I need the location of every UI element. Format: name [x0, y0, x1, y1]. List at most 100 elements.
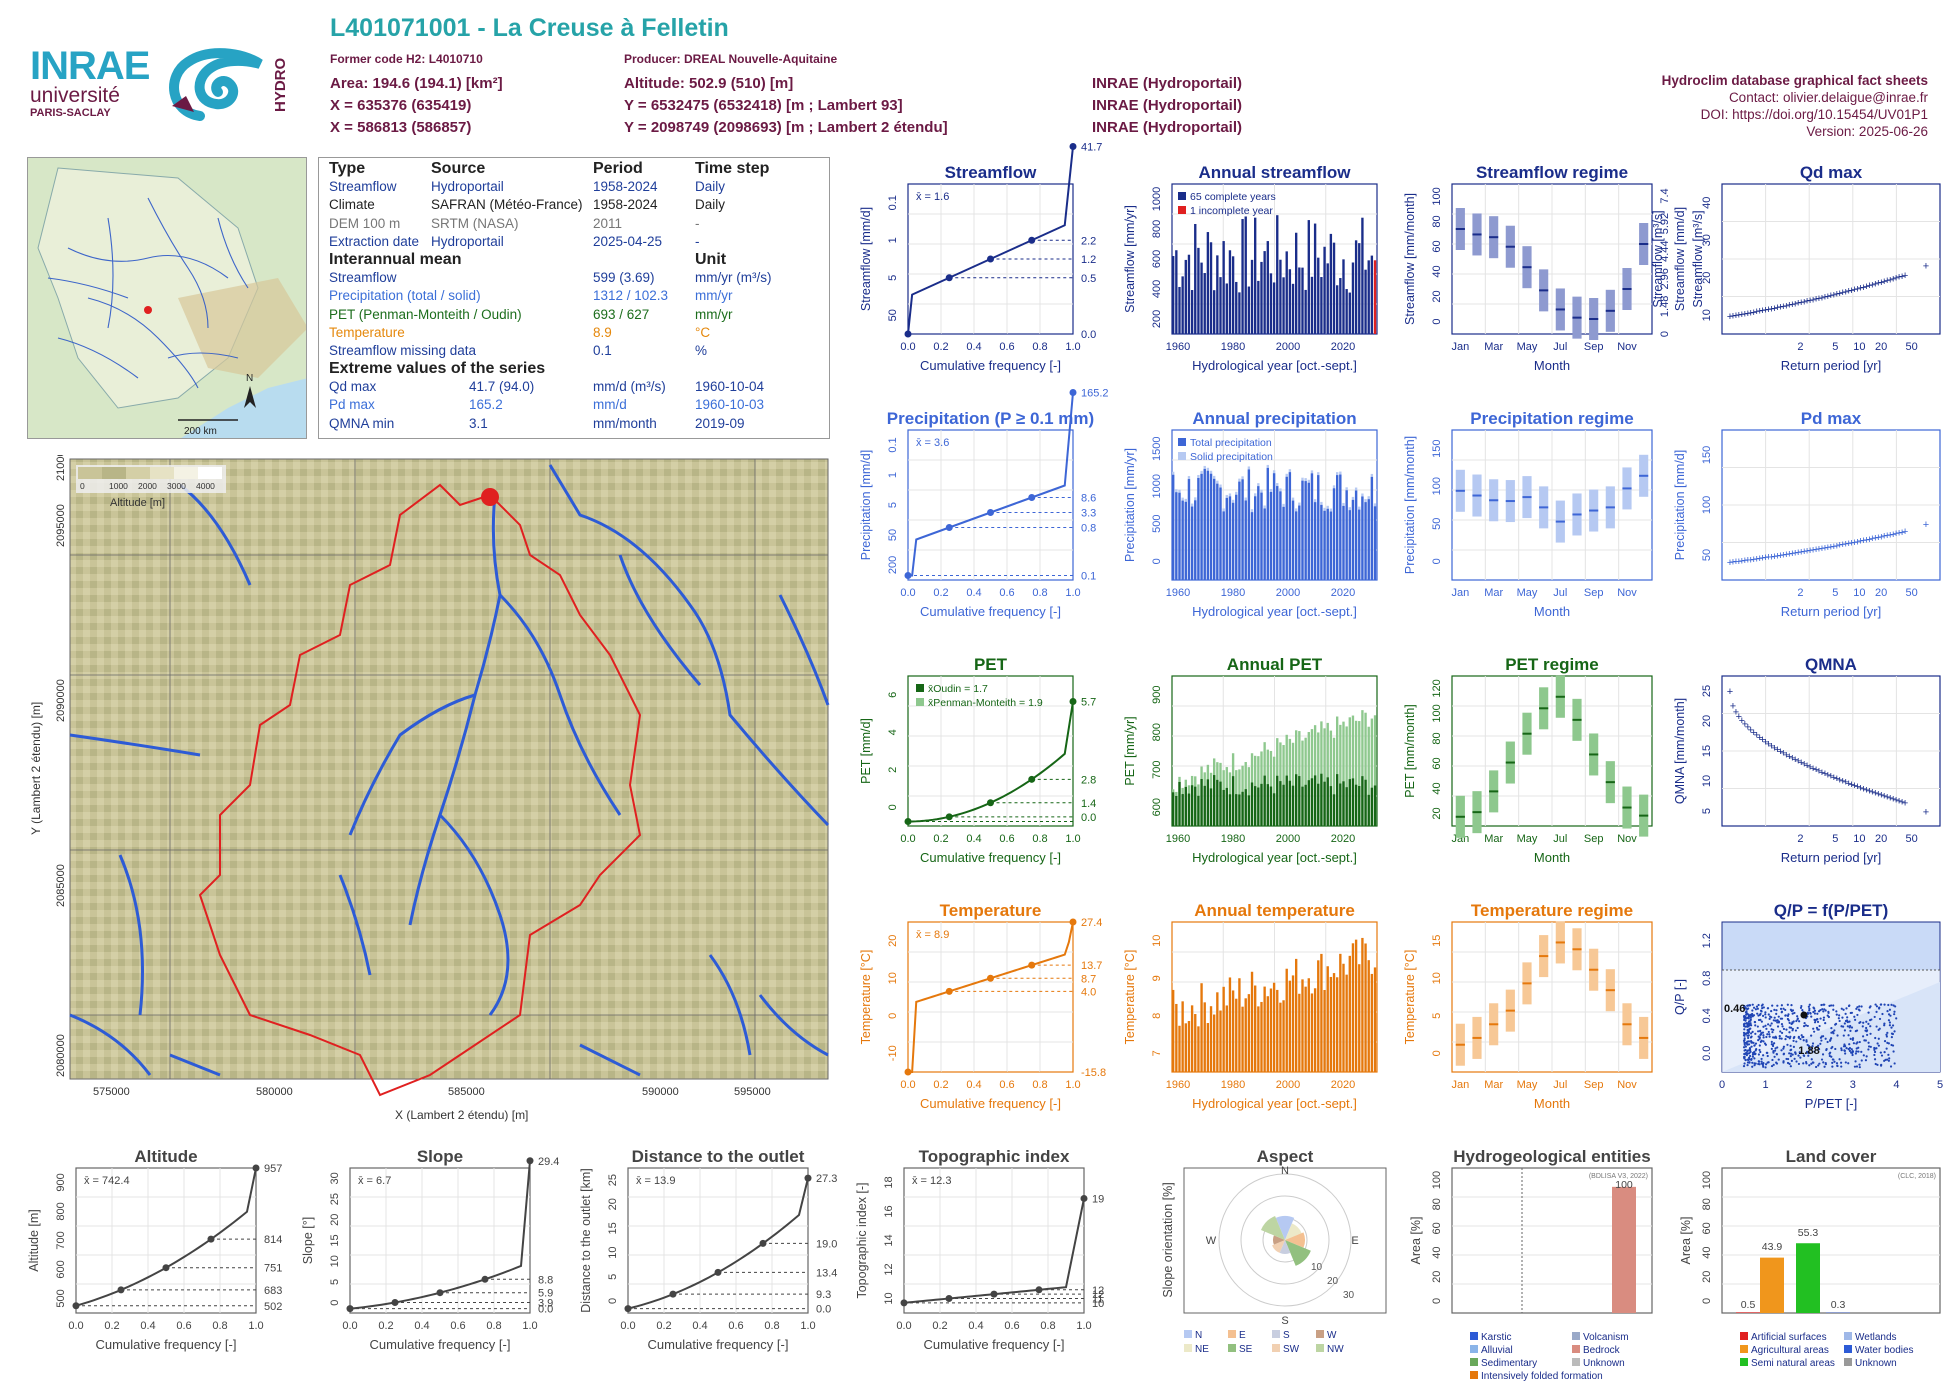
doi[interactable]: DOI: https://doi.org/10.15454/UV01P1 — [1700, 107, 1928, 122]
scatter-point — [1762, 1034, 1765, 1037]
scatter-point — [1758, 1037, 1761, 1040]
x-tick: 0.6 — [728, 1320, 743, 1332]
y2-tick: 4.44 — [1659, 240, 1671, 261]
chart-pet-regime: PET regime Month PET [mm/month] 20 40 60 80 100… — [1403, 655, 1653, 865]
y-tick: 30 — [1701, 234, 1713, 246]
scatter-point — [1890, 1003, 1893, 1006]
category-bar — [1796, 1243, 1820, 1313]
annual-bar — [1279, 1002, 1282, 1072]
rp-point: + — [1759, 734, 1765, 746]
annual-bar — [1187, 793, 1191, 826]
quantile-point — [804, 1174, 812, 1182]
y-tick: 10 — [887, 972, 899, 984]
x-l2e: X = 586813 (586857) — [330, 119, 472, 136]
annual-bar — [1200, 262, 1203, 334]
scatter-point — [1744, 1058, 1747, 1062]
rp-point: + — [1730, 701, 1736, 713]
annual-bar — [1285, 476, 1288, 580]
version: Version: 2025-06-26 — [1806, 124, 1928, 139]
scatter-point — [1791, 1012, 1794, 1015]
legend-entry: NW — [1327, 1344, 1344, 1355]
scatter-point — [1823, 1008, 1826, 1011]
scatter-point — [1888, 1021, 1892, 1024]
scatter-point — [1765, 1051, 1768, 1054]
x-tick: 5 — [1832, 341, 1838, 353]
annual-bar — [1310, 778, 1314, 826]
scatter-point — [1784, 1014, 1787, 1017]
legend-swatch — [1228, 1330, 1236, 1338]
annual-bar — [1257, 1006, 1260, 1072]
map-xtick: 595000 — [734, 1086, 771, 1098]
scatter-point — [1892, 1050, 1895, 1053]
quantile-point — [1080, 1194, 1088, 1202]
scatter-point — [1848, 1004, 1851, 1007]
scatter-point — [1743, 1049, 1746, 1052]
scatter-point — [1793, 1011, 1796, 1015]
rp-point: + — [1902, 526, 1908, 538]
annual-bar — [1313, 775, 1317, 826]
annual-bar — [1342, 721, 1345, 826]
scatter-point — [1766, 1054, 1769, 1058]
annual-bar — [1200, 983, 1203, 1072]
scatter-point — [1865, 1020, 1868, 1023]
legend-entry: Unknown — [1583, 1358, 1625, 1369]
scatter-point — [1762, 1054, 1765, 1057]
scatter-point — [1768, 1033, 1771, 1036]
annual-bar — [1285, 775, 1288, 826]
scatter-point — [1842, 1034, 1845, 1037]
scatter-point — [1867, 1011, 1870, 1014]
scatter-point — [1762, 1040, 1765, 1043]
legend-swatch — [1572, 1332, 1580, 1340]
quantile-label: 13.7 — [1081, 960, 1102, 972]
scatter-point — [1762, 1036, 1765, 1039]
annual-bar — [1279, 781, 1282, 826]
scatter-point — [1747, 1040, 1751, 1043]
rose-sector — [1285, 1240, 1311, 1266]
scatter-point — [1742, 1065, 1746, 1068]
x-tick: 0.6 — [999, 833, 1014, 845]
scatter-point — [1862, 1035, 1865, 1038]
rp-point: + — [1813, 544, 1819, 556]
scatter-point — [1777, 1058, 1780, 1061]
annual-bar — [1348, 779, 1351, 826]
scatter-point — [1817, 1048, 1821, 1051]
scatter-point — [1840, 1065, 1843, 1068]
contact[interactable]: Contact: olivier.delaigue@inrae.fr — [1728, 90, 1928, 105]
legend-swatch — [1184, 1330, 1192, 1338]
scatter-point — [1820, 1003, 1823, 1007]
quantile-label: 502 — [264, 1301, 282, 1313]
x-tick: 0.4 — [692, 1320, 707, 1332]
scatter-point — [1887, 1013, 1891, 1016]
category-bar — [1736, 1312, 1760, 1313]
scatter-point — [1844, 1012, 1847, 1015]
annual-bar — [1266, 996, 1269, 1072]
scatter-point — [1750, 1041, 1754, 1044]
y-axis-label: Precipitation [mm/d] — [1673, 450, 1687, 560]
chart-streamflow-regime: Streamflow regime Month Streamflow [mm/mon… — [1403, 163, 1705, 373]
scatter-point — [1786, 1061, 1790, 1065]
y-axis-label: Distance to the outlet [km] — [579, 1168, 593, 1313]
annual-bar — [1190, 785, 1194, 826]
x-tick: 0.0 — [900, 1079, 915, 1091]
scatter-point — [1743, 1005, 1746, 1008]
rp-point: + — [1890, 529, 1896, 541]
legend-entry: Water bodies — [1855, 1345, 1914, 1356]
x-tick: 0.0 — [620, 1320, 635, 1332]
scatter-point — [1788, 1031, 1791, 1034]
chart-title: Streamflow regime — [1476, 163, 1628, 182]
y-tick: 20 — [607, 1198, 619, 1210]
scatter-point — [1810, 1015, 1813, 1018]
x-tick: 0.4 — [966, 341, 981, 353]
scatter-point — [1801, 1036, 1804, 1039]
paris-saclay-logo: PARIS-SACLAY — [30, 107, 111, 119]
scatter-point — [1822, 1061, 1825, 1064]
scatter-point — [1770, 1047, 1773, 1050]
x-axis-label: Month — [1534, 358, 1570, 373]
y-tick: 60 — [1701, 1222, 1713, 1234]
annual-bar — [1235, 494, 1238, 580]
annual-bar — [1254, 786, 1257, 826]
annual-bar — [1228, 794, 1232, 826]
annual-bar — [1320, 721, 1323, 826]
scatter-point — [1813, 1009, 1817, 1012]
rp-point: + — [1765, 304, 1771, 316]
